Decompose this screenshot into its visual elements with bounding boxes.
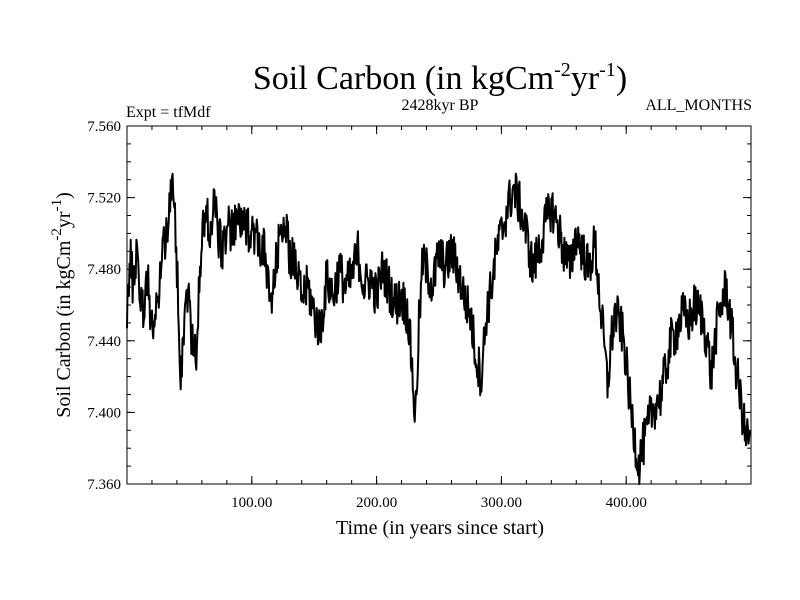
soil-carbon-series-line xyxy=(126,172,751,485)
y-tick-label: 7.560 xyxy=(87,119,121,135)
y-tick-label: 7.480 xyxy=(87,262,121,278)
y-tick-label: 7.440 xyxy=(87,334,121,350)
x-tick-label: 400.00 xyxy=(606,495,647,511)
x-axis: 100.00 200.00 300.00 400.00 xyxy=(151,126,727,511)
x-tick-label: 100.00 xyxy=(231,495,272,511)
chart-title: Soil Carbon (in kgCm-2yr-1) xyxy=(253,59,627,97)
y-tick-label: 7.400 xyxy=(87,405,121,421)
y-tick-label: 7.520 xyxy=(87,191,121,207)
y-axis-title: Soil Carbon (in kgCm-2yr-1) xyxy=(49,192,75,418)
y-axis: 7.360 7.400 7.440 7.480 7.520 7.560 xyxy=(87,119,751,493)
x-tick-label: 300.00 xyxy=(481,495,522,511)
x-axis-title: Time (in years since start) xyxy=(336,517,544,539)
chart-subtitle: 2428kyr BP xyxy=(402,97,479,114)
plot-frame xyxy=(126,125,752,485)
experiment-label: Expt = tfMdf xyxy=(126,104,211,121)
period-label: ALL_MONTHS xyxy=(645,97,752,114)
y-tick-label: 7.360 xyxy=(87,477,121,493)
x-tick-label: 200.00 xyxy=(356,495,397,511)
